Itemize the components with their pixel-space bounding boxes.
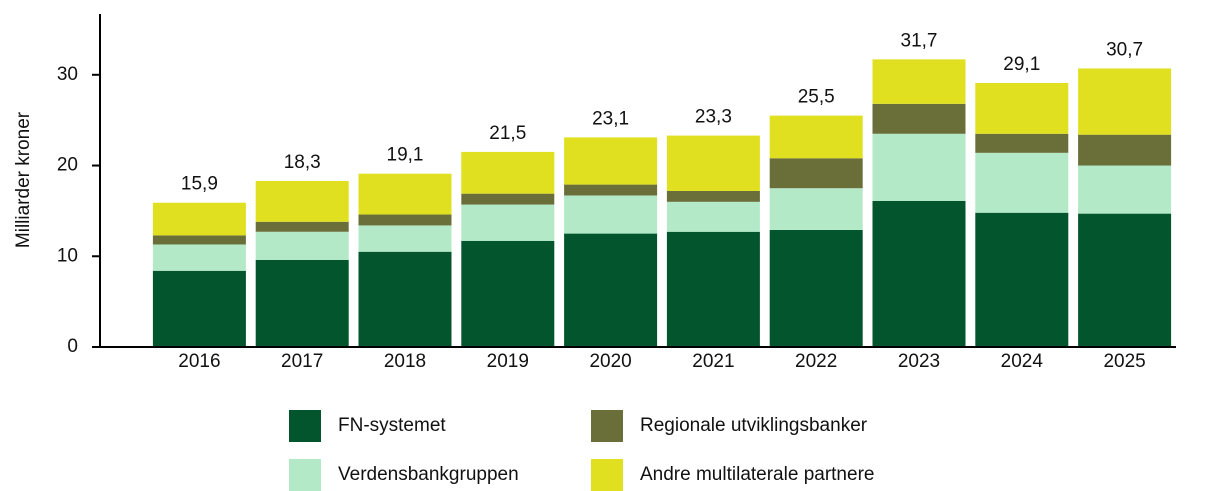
legend-label: Verdensbankgruppen	[338, 464, 519, 485]
x-tick-label: 2018	[384, 351, 426, 372]
total-label: 18,3	[284, 152, 321, 173]
x-tick-label: 2020	[589, 351, 631, 372]
legend-swatch	[591, 459, 623, 491]
bar-segment	[152, 235, 246, 245]
bar-segment	[1078, 134, 1172, 166]
legend-label: Regionale utviklingsbanker	[640, 415, 868, 436]
total-label: 29,1	[1003, 54, 1040, 75]
bar-segment	[666, 190, 760, 202]
bar-segment	[975, 152, 1069, 213]
total-label: 19,1	[387, 145, 424, 166]
bar-segment	[975, 82, 1069, 134]
bar-segment	[152, 202, 246, 236]
bar-segment	[666, 201, 760, 232]
x-tick-label: 2016	[178, 351, 220, 372]
bar-segment	[975, 133, 1069, 153]
bar-segment	[358, 225, 452, 252]
legend-label: FN-systemet	[338, 415, 446, 436]
legend-swatch	[289, 459, 321, 491]
total-label: 21,5	[489, 123, 526, 144]
bar-segment	[1078, 213, 1172, 347]
total-label: 23,3	[695, 107, 732, 128]
total-label: 31,7	[901, 30, 938, 51]
legend-swatch	[591, 410, 623, 442]
bar-segment	[358, 251, 452, 347]
bar-segment	[461, 240, 555, 347]
bar-segment	[1078, 68, 1172, 135]
bar-segment	[564, 195, 658, 234]
x-tick-label: 2021	[692, 351, 734, 372]
legend-swatch	[289, 410, 321, 442]
x-tick-label: 2025	[1103, 351, 1145, 372]
bar-segment	[872, 59, 966, 104]
bar-segment	[255, 231, 349, 260]
total-label: 25,5	[798, 87, 835, 108]
y-tick-label: 20	[57, 155, 78, 176]
y-tick-label: 10	[57, 245, 78, 266]
bar-segment	[358, 214, 452, 226]
bar-segment	[1078, 165, 1172, 214]
total-label: 23,1	[592, 108, 629, 129]
x-tick-label: 2019	[487, 351, 529, 372]
bar-segment	[975, 212, 1069, 347]
bar-segment	[769, 115, 863, 159]
bar-segment	[872, 103, 966, 134]
bar-segment	[461, 193, 555, 205]
bar-segment	[255, 221, 349, 232]
total-label: 30,7	[1106, 39, 1143, 60]
x-tick-label: 2023	[898, 351, 940, 372]
bar-segment	[666, 231, 760, 347]
bar-segment	[152, 244, 246, 271]
bar-segment	[152, 270, 246, 347]
legend-label: Andre multilaterale partnere	[640, 464, 874, 485]
bar-segment	[872, 133, 966, 201]
bar-segment	[255, 259, 349, 347]
bar-segment	[666, 135, 760, 191]
bar-segment	[461, 204, 555, 241]
bar-segment	[358, 173, 452, 215]
bar-segment	[461, 151, 555, 194]
bar-segment	[255, 180, 349, 222]
x-tick-label: 2022	[795, 351, 837, 372]
bar-segment	[769, 188, 863, 230]
bar-segment	[564, 184, 658, 196]
bar-segment	[769, 229, 863, 347]
bar-segment	[564, 233, 658, 347]
bar-segment	[769, 158, 863, 189]
x-tick-label: 2017	[281, 351, 323, 372]
y-tick-label: 30	[57, 64, 78, 85]
total-label: 15,9	[181, 174, 218, 195]
bar-segment	[564, 137, 658, 185]
y-tick-label: 0	[67, 336, 78, 357]
y-axis-label: Milliarder kroner	[13, 111, 34, 248]
x-tick-label: 2024	[1001, 351, 1044, 372]
bar-segment	[872, 200, 966, 347]
